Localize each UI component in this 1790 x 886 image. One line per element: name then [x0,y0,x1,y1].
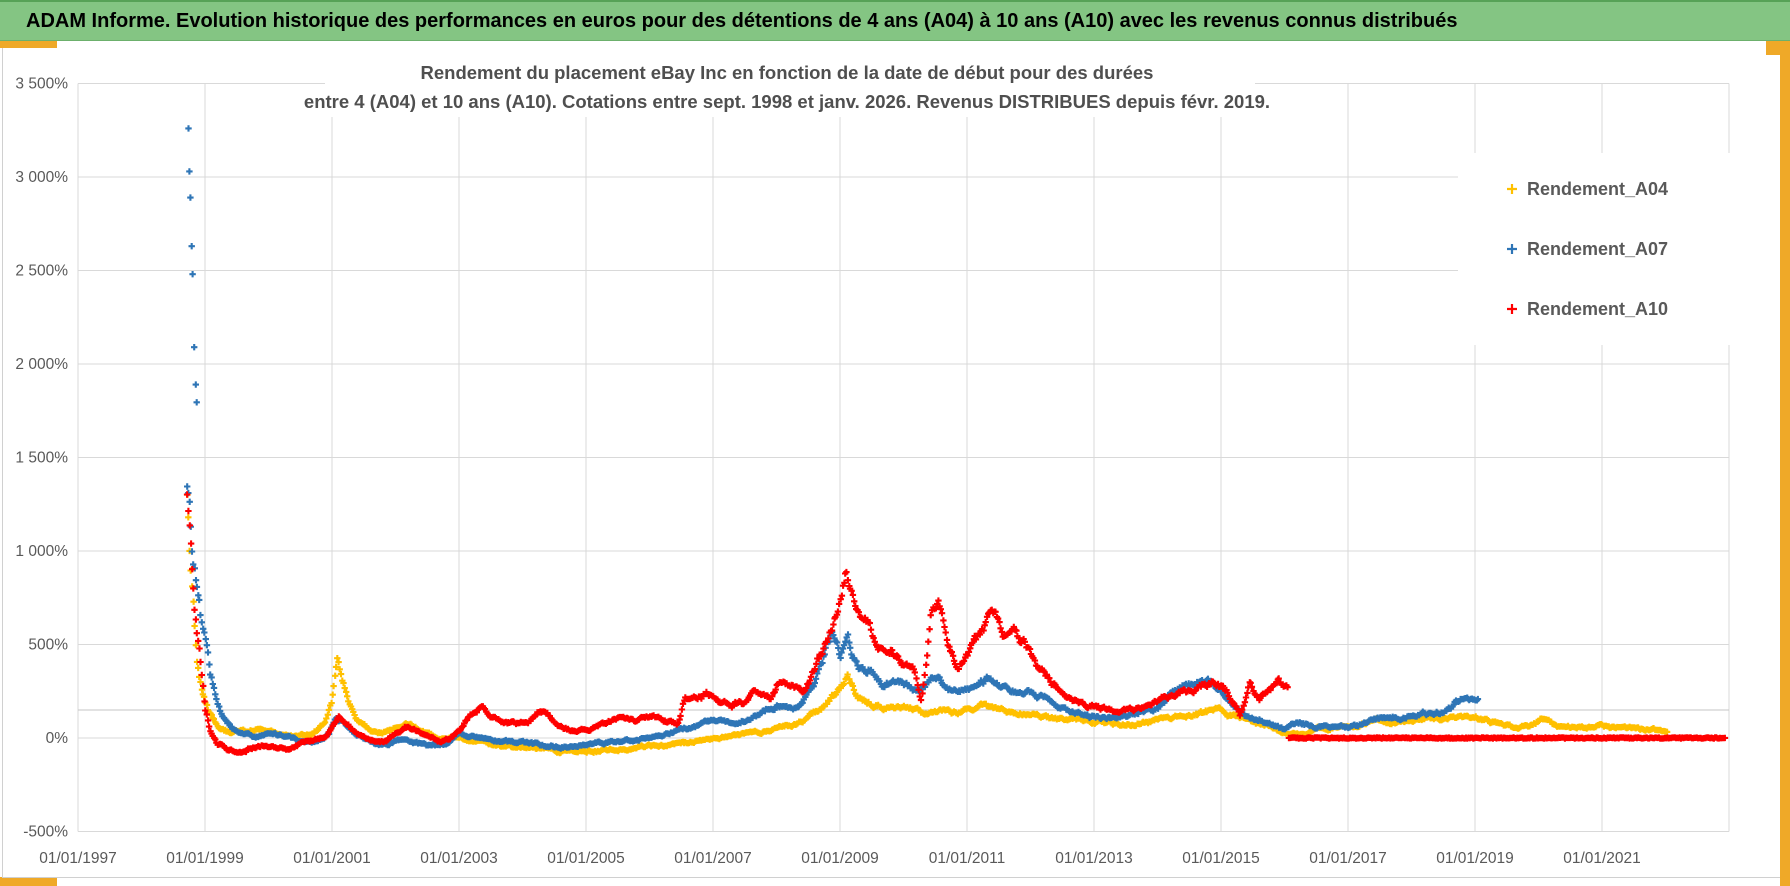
legend-label-a10: Rendement_A10 [1527,299,1668,319]
svg-text:01/01/2021: 01/01/2021 [1563,850,1641,867]
svg-text:01/01/1999: 01/01/1999 [166,850,244,867]
svg-text:0%: 0% [46,730,69,747]
svg-text:01/01/2009: 01/01/2009 [801,850,879,867]
svg-text:1 500%: 1 500% [15,450,68,467]
header-bar: ADAM Informe. Evolution historique des p… [0,0,1790,41]
svg-text:1 000%: 1 000% [15,543,68,560]
svg-text:01/01/2019: 01/01/2019 [1436,850,1514,867]
series-Rendement_A07 [184,125,1482,752]
legend-label-a04: Rendement_A04 [1527,179,1668,199]
svg-text:01/01/2013: 01/01/2013 [1055,850,1133,867]
accent-bar-bottom-left [0,877,57,886]
legend-label-a07: Rendement_A07 [1527,239,1668,259]
frame-line-left [2,48,3,877]
frame-line-bottom [2,877,1780,878]
accent-corner-top-right [1766,41,1790,55]
svg-text:3 000%: 3 000% [15,169,68,186]
chart-title-line2: entre 4 (A04) et 10 ans (A10). Cotations… [304,91,1270,112]
legend-marker-a04 [1507,184,1517,194]
accent-bar-under-header-left [0,41,57,48]
svg-text:01/01/2005: 01/01/2005 [547,850,625,867]
svg-text:01/01/2007: 01/01/2007 [674,850,752,867]
legend-marker-a10 [1507,304,1517,314]
svg-text:01/01/2003: 01/01/2003 [420,850,498,867]
svg-text:-500%: -500% [23,824,68,841]
plot-layer: 3 500% 3 000% 2 500% 2 000% 1 500% 1 000% 500%… [15,76,1730,867]
accent-strip-right [1780,55,1790,886]
series-Rendement_A04 [184,491,1671,757]
legend: Rendement_A04 Rendement_A07 Rendement_A1… [1458,153,1762,345]
svg-text:01/01/2011: 01/01/2011 [929,850,1005,867]
svg-text:01/01/2017: 01/01/2017 [1309,850,1387,867]
svg-text:01/01/2001: 01/01/2001 [293,850,371,867]
svg-text:500%: 500% [28,637,68,654]
page-title: ADAM Informe. Evolution historique des p… [26,9,1458,32]
legend-item-a04: Rendement_A04 [1507,179,1668,199]
svg-text:01/01/1997: 01/01/1997 [39,850,117,867]
svg-text:2 000%: 2 000% [15,356,68,373]
svg-text:2 500%: 2 500% [15,263,68,280]
chart-title-line1: Rendement du placement eBay Inc en fonct… [421,62,1154,83]
svg-text:3 500%: 3 500% [15,76,68,93]
legend-item-a07: Rendement_A07 [1507,239,1668,259]
legend-marker-a07 [1507,244,1517,254]
chart-title-bg [325,53,1255,117]
series-Rendement_A10 [183,491,1729,756]
legend-item-a10: Rendement_A10 [1507,299,1668,319]
svg-text:01/01/2015: 01/01/2015 [1182,850,1260,867]
